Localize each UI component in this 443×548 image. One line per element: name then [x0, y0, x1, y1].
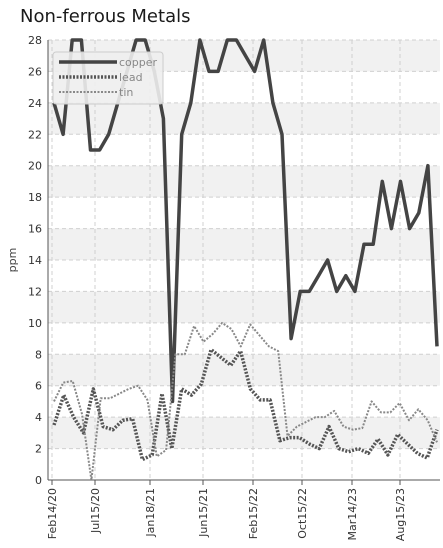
grid-band	[48, 291, 440, 323]
y-tick-label: 4	[35, 411, 42, 424]
y-tick-label: 0	[35, 474, 42, 487]
x-tick-label: Oct15/22	[296, 488, 309, 539]
y-tick-label: 26	[28, 65, 42, 78]
grid-band	[48, 417, 440, 449]
legend-label-copper: copper	[119, 56, 158, 69]
y-tick-label: 16	[28, 223, 42, 236]
series-line-lead	[52, 347, 439, 462]
x-tick-label: Jun15/21	[197, 488, 210, 538]
y-tick-label: 12	[28, 285, 42, 298]
y-tick-label: 18	[28, 191, 42, 204]
x-tick-label: Feb15/22	[247, 488, 260, 539]
y-tick-label: 10	[28, 317, 42, 330]
legend-label-tin: tin	[119, 86, 133, 99]
y-tick-label: 2	[35, 443, 42, 456]
x-tick-label: Aug15/23	[394, 488, 407, 541]
y-axis-label: ppm	[6, 248, 19, 273]
x-tick-label: Jul15/20	[89, 488, 102, 534]
y-tick-label: 14	[28, 254, 42, 267]
grid-band	[48, 228, 440, 260]
y-tick-label: 22	[28, 128, 42, 141]
grid-band	[48, 165, 440, 198]
y-tick-label: 24	[28, 97, 42, 110]
x-tick-label: Feb14/20	[46, 488, 59, 539]
x-tick-label: Jan18/21	[144, 488, 157, 538]
y-tick-label: 20	[28, 160, 42, 173]
y-tick-label: 8	[35, 348, 42, 361]
chart-title: Non-ferrous Metals	[20, 6, 191, 27]
y-tick-label: 6	[35, 380, 42, 393]
y-tick-label: 28	[28, 34, 42, 47]
grid-band	[48, 102, 440, 135]
series-line-tin	[53, 321, 438, 480]
legend-label-lead: lead	[119, 71, 143, 84]
x-tick-label: Mar14/23	[346, 488, 359, 540]
